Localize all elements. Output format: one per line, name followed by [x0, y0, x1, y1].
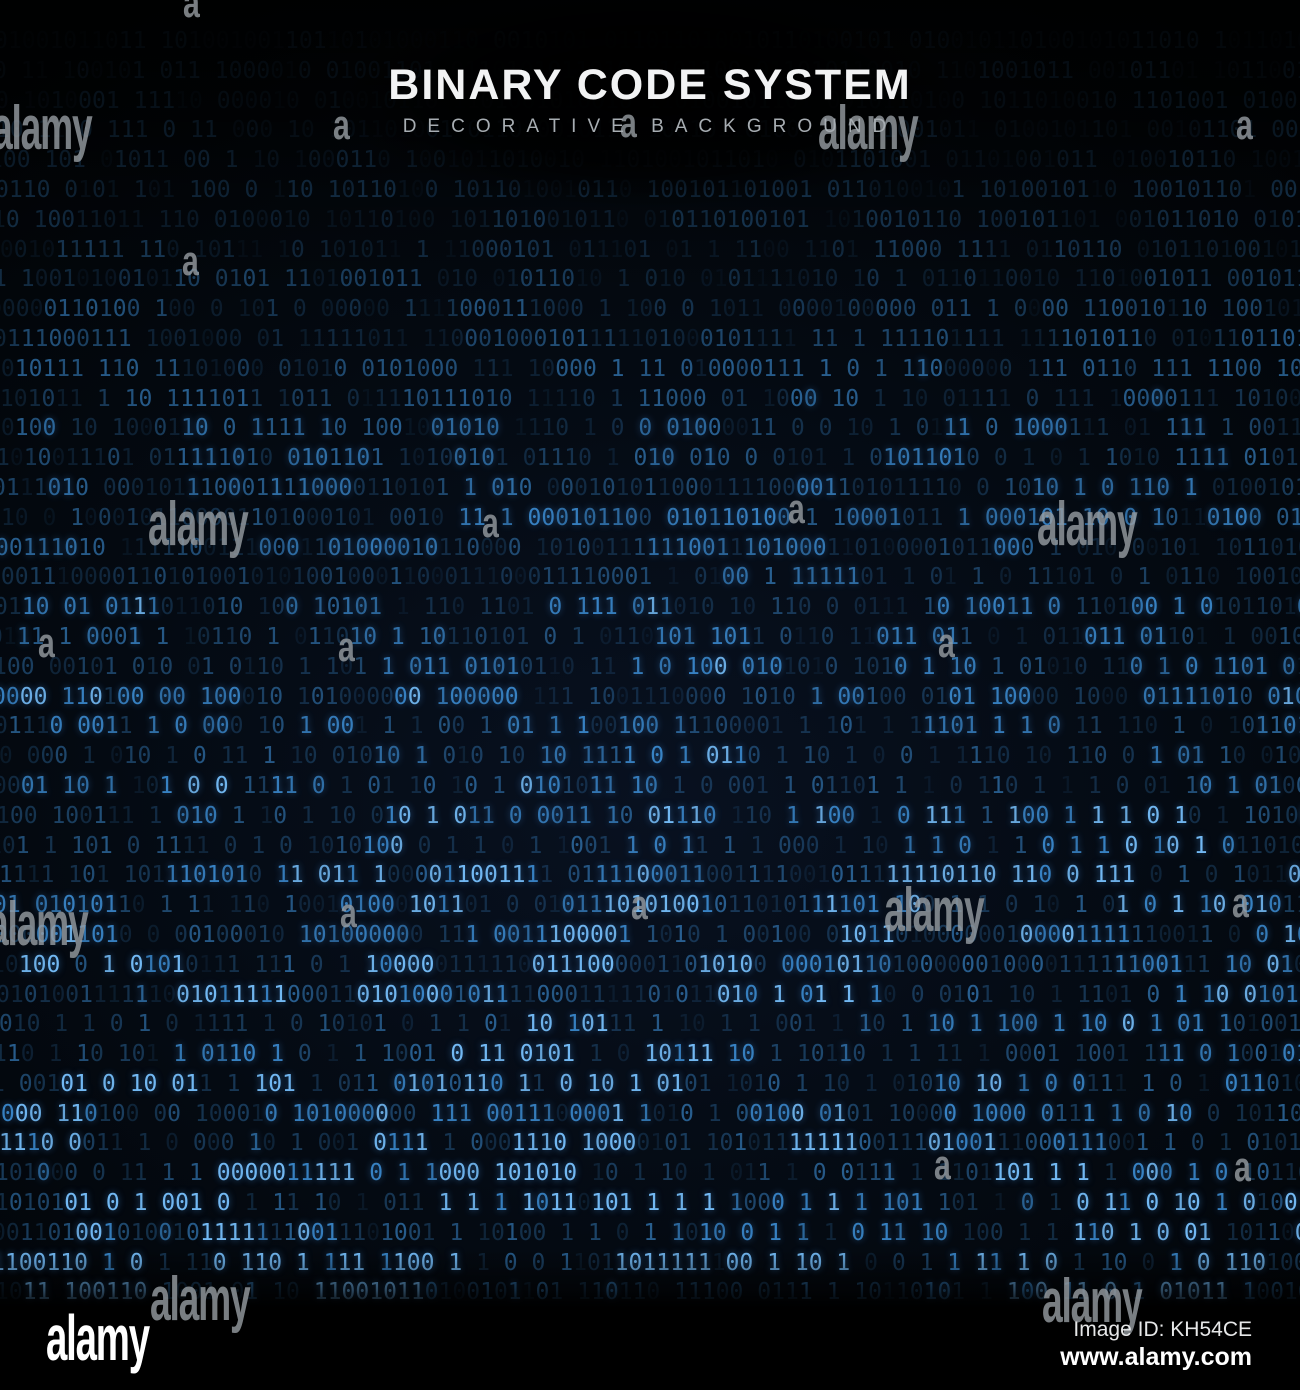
- alamy-watermark-large: alamy: [818, 98, 919, 160]
- alamy-watermark-small: a: [620, 102, 637, 144]
- alamy-watermark-large: alamy: [0, 98, 93, 160]
- alamy-watermark-small: a: [1234, 1146, 1251, 1188]
- binary-row: 1010011101 011111010 0101101 10100101 01…: [0, 444, 1300, 474]
- binary-row: 1010101 0 1 001 0 1 11 10 1 011 1 1 1 10…: [0, 1189, 1300, 1219]
- binary-row: 10100 10 1000110 0 1111 10 1001001010 11…: [0, 414, 1300, 444]
- alamy-watermark-large: alamy: [1042, 1271, 1143, 1333]
- binary-row: 0001 10 1 101 0 0 1111 0 1 01 10 10 1 01…: [0, 772, 1300, 802]
- binary-row: 100 00101 010 01 0110 1 101 1 011 010101…: [0, 653, 1300, 683]
- binary-row: 1010 1 1 0 1 0 1111 1 0 10101 0 1 1 01 1…: [0, 1010, 1300, 1040]
- alamy-watermark-small: a: [1232, 882, 1249, 924]
- binary-row: 100 100111 1 010 1 10 1 10 010 1 011 0 0…: [0, 802, 1300, 832]
- alamy-watermark-small: a: [1236, 104, 1253, 146]
- alamy-watermark-large: alamy: [1037, 494, 1138, 556]
- alamy-url-text: www.alamy.com: [1060, 1341, 1252, 1374]
- page-subtitle: DECORATIVE BACKGROUND: [0, 117, 1300, 136]
- alamy-watermark-small: a: [482, 502, 499, 544]
- binary-row: 0000 110100 00 100010 101000000 100000 1…: [0, 683, 1300, 713]
- binary-row: 10100 0 1 01010111 111 0 1 1000001111100…: [0, 951, 1300, 981]
- binary-row: 1 00101 0 10 011 1 101 1 011 01010110 11…: [0, 1070, 1300, 1100]
- image-id-block: Image ID: KH54CE www.alamy.com: [1060, 1318, 1252, 1374]
- binary-row: 0111 1 0001 1 10110 1 011010 1 10110101 …: [0, 623, 1300, 653]
- binary-row: 110 0 1000101100001101000101 0010 11 1 0…: [0, 504, 1300, 534]
- alamy-watermark-large: alamy: [148, 494, 249, 556]
- binary-row: 100 101 01011 00 1 10 1000110 1001011010…: [0, 146, 1300, 176]
- alamy-watermark-small: a: [182, 240, 199, 282]
- alamy-watermark-large: alamy: [0, 894, 89, 956]
- binary-row: 00111010 11111001110001101000010110000 1…: [0, 534, 1300, 564]
- binary-row: 01110 0011 1 0 000 10 1 001 1 1 00 1 01 …: [0, 712, 1300, 742]
- alamy-watermark-small: a: [340, 892, 357, 934]
- binary-row: 01110 0011 1 0 000 10 1 001 0111 1 00011…: [0, 1129, 1300, 1159]
- binary-row: 01001011011 10100100110110101000110 0010…: [0, 27, 1300, 57]
- alamy-watermark-large: alamy: [884, 880, 985, 942]
- alamy-watermark-large: alamy: [150, 1269, 251, 1331]
- alamy-watermark-small: a: [934, 1144, 951, 1186]
- binary-row: 0000 110100 00 100010 101000000 111 0011…: [0, 1100, 1300, 1130]
- alamy-watermark-small: a: [938, 622, 955, 664]
- binary-row: 110 1 10 101 1 0110 1 0 1 1 1001 0 11 01…: [0, 1040, 1300, 1070]
- alamy-watermark-small: a: [631, 884, 648, 926]
- binary-row: 0111000111 1001000 01 11111011 110001000…: [0, 325, 1300, 355]
- binary-row: 0001110000110101001010100100011000111000…: [0, 563, 1300, 593]
- binary-row: 01 01010110 1 11 110 100101000101101 0 0…: [0, 891, 1300, 921]
- binary-row: 0111010 0001011100011110000110101 1 010 …: [0, 474, 1300, 504]
- alamy-watermark-small: a: [183, 0, 200, 24]
- binary-row: 101 1 101 0 1111 0 1 0 1010100 0 1 1 0 1…: [0, 832, 1300, 862]
- alamy-watermark-small: a: [788, 488, 805, 530]
- binary-row: 10 10011011 110 0100010 10110100 1011010…: [0, 206, 1300, 236]
- binary-row: 101000 0 11 1 1 0000011111 0 1 1000 1010…: [0, 1159, 1300, 1189]
- binary-row: 1010111 110 11101000 01010 0101000 111 1…: [0, 355, 1300, 385]
- binary-row: 0110 01 0111011010 100 10101 1 110 1101 …: [0, 593, 1300, 623]
- alamy-logo: alamy: [46, 1306, 150, 1370]
- binary-row: 10 000 1 010 1 0 11 1 10 01010 1 010 10 …: [0, 742, 1300, 772]
- binary-row: 0110 0101 101 100 0 110 10110100 1011010…: [0, 176, 1300, 206]
- alamy-watermark-small: a: [338, 626, 355, 668]
- page-title: BINARY CODE SYSTEM: [0, 64, 1300, 107]
- alamy-watermark-small: a: [333, 104, 350, 146]
- binary-row: 0000011010 0 00100010 101000000 111 0011…: [0, 921, 1300, 951]
- binary-row: 0101011 1 10 1111011 1011 011110111010 1…: [0, 385, 1300, 415]
- binary-row: 0101001111110010111110001101010001011110…: [0, 981, 1300, 1011]
- binary-code-background: 01001011011 10100100110110101000110 0010…: [0, 27, 1300, 1308]
- image-id-text: Image ID: KH54CE: [1060, 1318, 1252, 1341]
- binary-row: 01111 101 1011101010 11 011 100001100111…: [0, 861, 1300, 891]
- header: BINARY CODE SYSTEM DECORATIVE BACKGROUND: [0, 64, 1300, 137]
- alamy-watermark-small: a: [38, 622, 55, 664]
